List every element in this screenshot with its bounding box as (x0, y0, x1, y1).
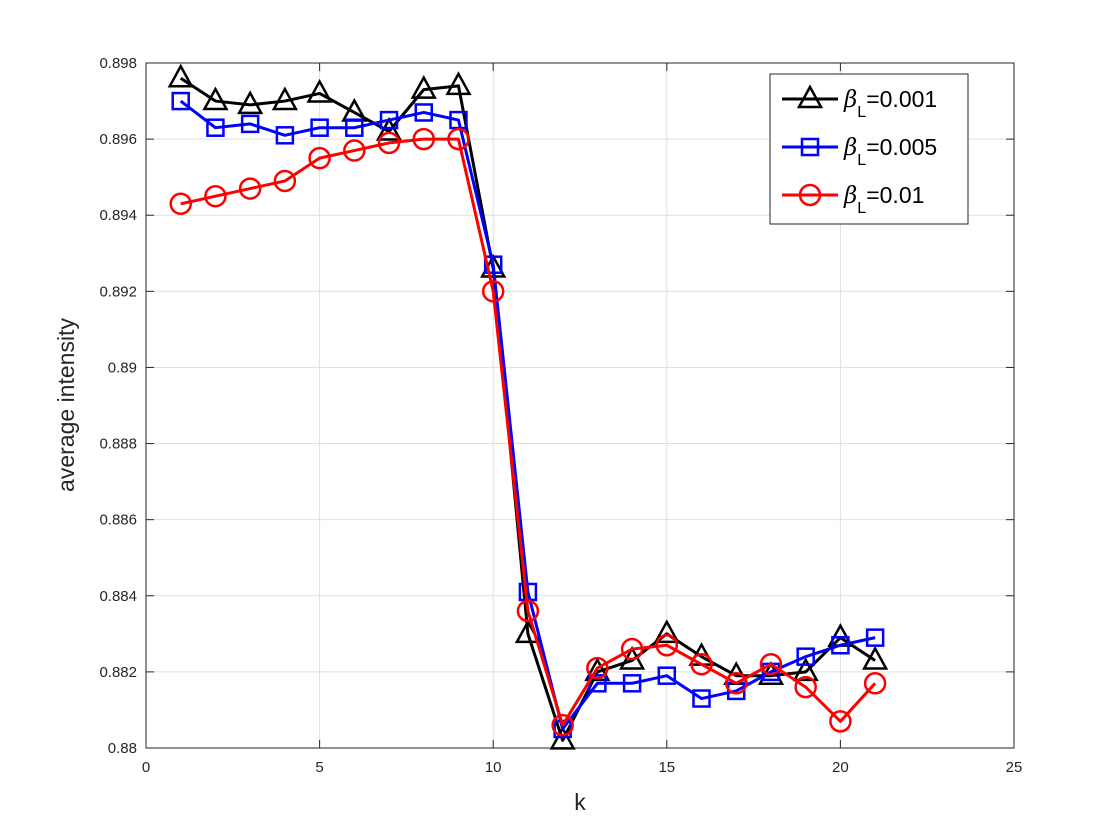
data-point-circle (204, 184, 227, 208)
data-point-triangle (306, 78, 333, 103)
y-tick-label: 0.892 (99, 283, 137, 300)
data-point-triangle (202, 86, 229, 111)
data-point-triangle (167, 63, 194, 88)
data-point-circle (690, 653, 713, 676)
data-point-square (865, 628, 885, 647)
data-point-square (206, 118, 225, 137)
data-point-circle (308, 146, 331, 170)
y-axis-title: average intensity (53, 318, 79, 492)
legend-item: βL=0.005 (782, 134, 937, 169)
data-point-circle (655, 634, 679, 657)
x-tick-label: 20 (832, 759, 849, 776)
data-point-circle (238, 177, 262, 200)
legend-label-value: =0.001 (866, 86, 937, 112)
x-tick-label: 15 (658, 759, 675, 776)
legend-label-subscript: L (857, 104, 866, 121)
data-point-circle (516, 599, 540, 623)
legend-label: βL=0.005 (843, 134, 937, 169)
legend-item: βL=0.01 (782, 182, 924, 217)
data-point-square (240, 114, 260, 134)
data-point-circle (481, 280, 505, 303)
data-point-circle (586, 656, 609, 680)
data-point-square (831, 636, 850, 655)
data-point-circle (447, 127, 470, 151)
series-layer (167, 63, 889, 750)
data-point-circle (412, 127, 436, 151)
data-point-triangle (584, 657, 611, 682)
y-tick-label: 0.886 (99, 512, 137, 529)
x-tick-label: 5 (315, 759, 323, 776)
data-point-square (345, 118, 364, 137)
data-point-triangle (410, 75, 437, 99)
x-tick-label: 25 (1006, 759, 1023, 776)
x-tick-label: 10 (485, 759, 502, 776)
data-point-triangle (796, 84, 824, 109)
legend-label-value: =0.01 (866, 182, 924, 208)
data-point-square (275, 126, 295, 145)
data-point-circle (273, 169, 297, 193)
series-group (171, 91, 885, 739)
y-tick-label: 0.888 (99, 436, 137, 453)
data-point-square (171, 91, 190, 111)
series-line (180, 137, 877, 727)
y-tick-label: 0.894 (99, 207, 137, 224)
data-point-circle (829, 710, 852, 733)
data-point-circle (724, 672, 748, 695)
data-point-circle (759, 653, 783, 676)
series-line (179, 99, 876, 731)
tick-labels: 0 5 10 15 20 25 0.88 0.882 0.884 0.886 0.888 0.89 0.… (99, 55, 1022, 776)
y-tick-label: 0.898 (99, 55, 137, 72)
data-point-circle (863, 672, 887, 695)
data-point-circle (343, 139, 366, 162)
data-point-square (379, 110, 399, 130)
data-point-triangle (237, 90, 264, 115)
axes (145, 62, 1015, 749)
data-point-triangle (653, 619, 680, 644)
data-point-square (622, 674, 642, 693)
data-point-square (800, 137, 820, 157)
data-point-square (310, 118, 329, 137)
x-tick-label: 0 (142, 759, 150, 776)
data-point-circle (377, 131, 401, 155)
x-axis-title: k (574, 789, 586, 815)
data-point-triangle (271, 86, 298, 111)
data-point-triangle (862, 645, 889, 670)
axes-box (145, 62, 1015, 749)
data-point-triangle (445, 71, 472, 96)
legend-label: βL=0.001 (843, 86, 937, 121)
data-point-circle (798, 183, 822, 207)
data-point-circle (551, 713, 574, 737)
data-point-square (657, 666, 677, 685)
series-line (179, 76, 876, 742)
data-point-circle (794, 675, 817, 699)
legend-label-symbol: β (843, 87, 857, 113)
y-tick-label: 0.896 (99, 131, 137, 148)
y-tick-label: 0.88 (108, 740, 137, 757)
legend-label-value: =0.005 (866, 134, 937, 160)
legend-label-subscript: L (857, 152, 866, 169)
data-point-square (414, 103, 434, 122)
legend-label-subscript: L (857, 200, 866, 217)
data-point-circle (620, 637, 644, 661)
series-group (169, 127, 887, 737)
data-point-triangle (549, 725, 576, 750)
data-point-triangle (375, 116, 403, 141)
data-point-square (796, 647, 815, 666)
legend-item: βL=0.001 (782, 84, 937, 121)
data-point-square (692, 689, 711, 708)
y-tick-label: 0.882 (99, 664, 137, 681)
data-point-square (483, 255, 503, 274)
y-tick-label: 0.89 (108, 359, 137, 376)
legend-label: βL=0.01 (843, 182, 924, 217)
data-point-circle (169, 192, 192, 216)
data-point-triangle (792, 657, 819, 682)
legend-label-symbol: β (843, 135, 857, 161)
legend-label-symbol: β (843, 183, 857, 209)
y-tick-label: 0.884 (99, 588, 137, 605)
